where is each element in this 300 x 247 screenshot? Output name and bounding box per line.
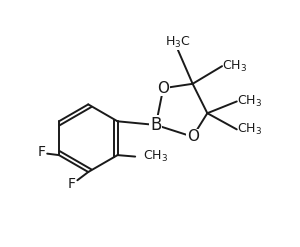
Text: F: F	[37, 145, 45, 159]
Text: B: B	[150, 116, 162, 134]
Text: CH$_3$: CH$_3$	[222, 59, 247, 74]
Text: H$_3$C: H$_3$C	[165, 35, 191, 50]
Text: F: F	[68, 177, 76, 191]
Text: CH$_3$: CH$_3$	[237, 122, 262, 137]
Text: CH$_3$: CH$_3$	[237, 94, 262, 109]
Text: O: O	[187, 129, 199, 144]
Text: CH$_3$: CH$_3$	[142, 149, 168, 164]
Text: O: O	[157, 81, 169, 96]
